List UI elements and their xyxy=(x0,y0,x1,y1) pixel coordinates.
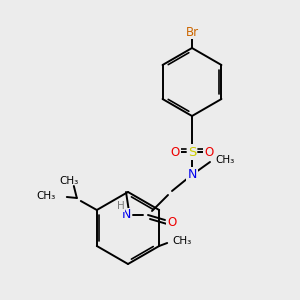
Text: S: S xyxy=(188,146,196,158)
Text: N: N xyxy=(121,208,131,221)
Text: O: O xyxy=(204,146,214,158)
Text: H: H xyxy=(117,201,125,211)
Text: Br: Br xyxy=(185,26,199,38)
Text: O: O xyxy=(170,146,180,158)
Text: CH₃: CH₃ xyxy=(37,191,56,201)
Text: N: N xyxy=(187,167,197,181)
Text: CH₃: CH₃ xyxy=(172,236,191,246)
Text: O: O xyxy=(167,215,177,229)
Text: CH₃: CH₃ xyxy=(215,155,234,165)
Text: CH₃: CH₃ xyxy=(59,176,78,186)
